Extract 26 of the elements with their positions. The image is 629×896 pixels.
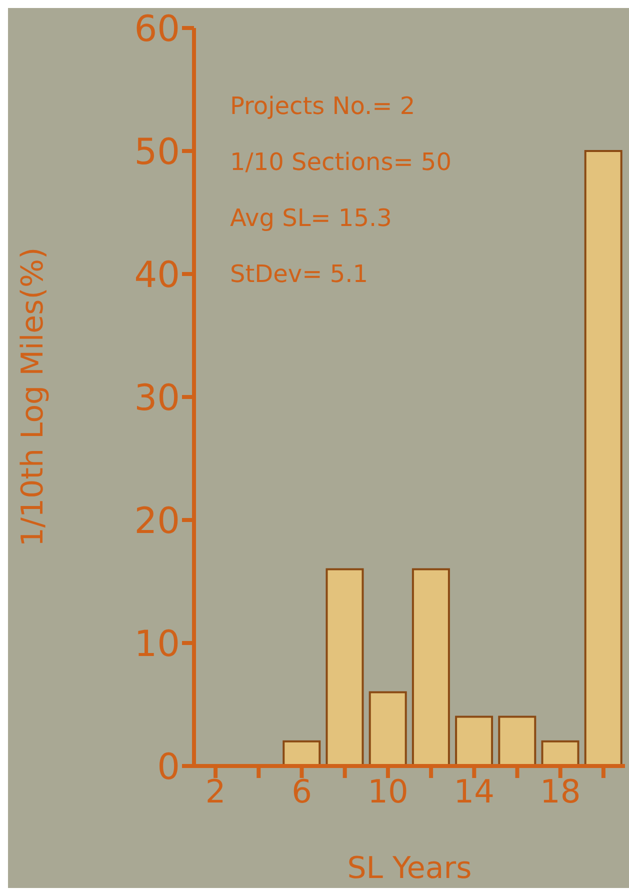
- y-tick-label: 20: [134, 500, 180, 542]
- x-tick-label: 6: [292, 772, 312, 811]
- x-tick-label: 10: [368, 772, 408, 811]
- bar: [368, 691, 407, 766]
- x-tick-label: 14: [454, 772, 495, 811]
- y-tick-label: 10: [134, 624, 180, 665]
- bar: [498, 716, 536, 766]
- annotation: StDev= 5.1: [230, 259, 369, 290]
- y-tick-label: 60: [134, 8, 180, 50]
- bar: [455, 716, 494, 766]
- annotation: Avg SL= 15.3: [230, 203, 393, 234]
- y-tick-label: 40: [134, 254, 180, 296]
- y-tick-label: 30: [134, 378, 180, 419]
- annotation: Projects No.= 2: [230, 91, 416, 122]
- annotation: 1/10 Sections= 50: [230, 147, 452, 178]
- x-axis-title: SL Years: [347, 851, 472, 886]
- y-tick-label: 0: [157, 746, 180, 788]
- x-tick-label: 2: [205, 772, 226, 811]
- y-tick-label: 50: [134, 132, 180, 173]
- y-axis-title: 1/10th Log Miles(%): [16, 247, 51, 547]
- bar: [282, 740, 321, 766]
- bar: [412, 568, 450, 766]
- bar: [584, 150, 622, 766]
- bar: [541, 740, 580, 766]
- x-tick-label: 18: [540, 772, 581, 811]
- bar: [326, 568, 364, 766]
